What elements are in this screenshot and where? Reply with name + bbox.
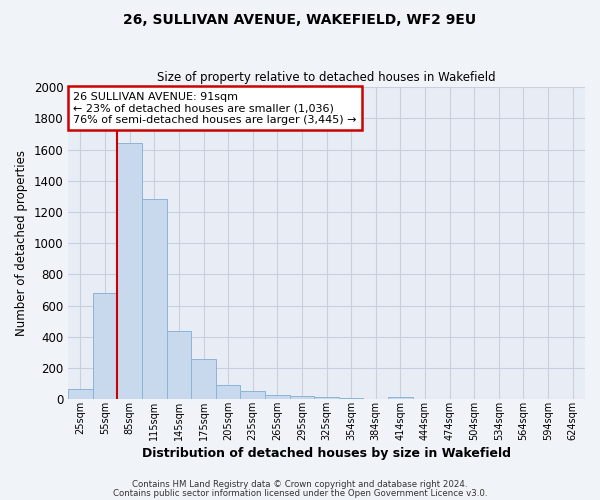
Bar (191, 360, 216, 400)
Bar (167, 330, 191, 400)
Title: Size of property relative to detached houses in Wakefield: Size of property relative to detached ho… (157, 72, 496, 85)
Bar (314, 397, 339, 400)
Bar (216, 385, 241, 400)
Bar (339, 398, 364, 400)
Y-axis label: Number of detached properties: Number of detached properties (15, 150, 28, 336)
Text: 26, SULLIVAN AVENUE, WAKEFIELD, WF2 9EU: 26, SULLIVAN AVENUE, WAKEFIELD, WF2 9EU (124, 12, 476, 26)
Bar (388, 397, 413, 400)
Text: Contains public sector information licensed under the Open Government Licence v3: Contains public sector information licen… (113, 488, 487, 498)
Bar (265, 394, 290, 400)
Text: 26 SULLIVAN AVENUE: 91sqm
← 23% of detached houses are smaller (1,036)
76% of se: 26 SULLIVAN AVENUE: 91sqm ← 23% of detac… (73, 92, 357, 125)
Bar (68, 389, 93, 400)
Bar (118, 144, 142, 400)
Bar (290, 396, 314, 400)
Bar (93, 293, 118, 400)
Bar (241, 390, 265, 400)
Bar (142, 200, 167, 400)
Text: Contains HM Land Registry data © Crown copyright and database right 2024.: Contains HM Land Registry data © Crown c… (132, 480, 468, 489)
X-axis label: Distribution of detached houses by size in Wakefield: Distribution of detached houses by size … (142, 447, 511, 460)
